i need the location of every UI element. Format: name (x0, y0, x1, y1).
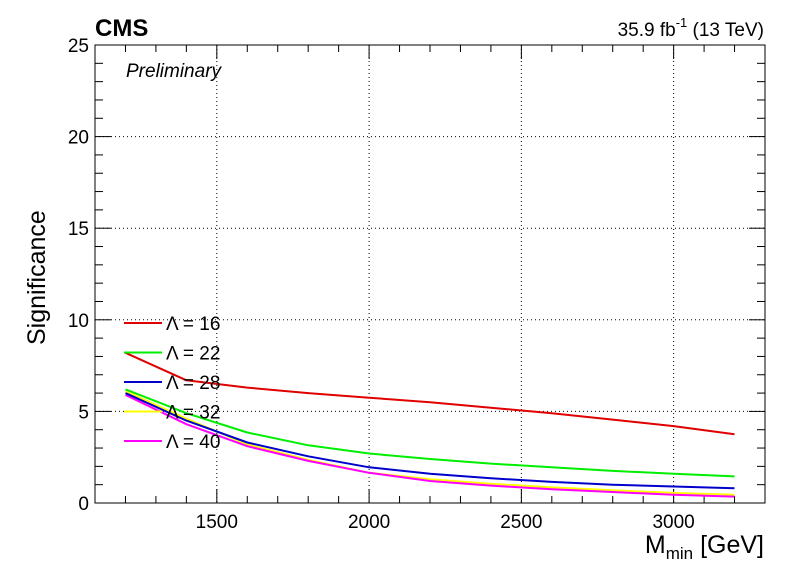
x-axis-title-unit: [GeV] (693, 531, 764, 559)
y-axis-title: Significance (23, 210, 51, 345)
grid (95, 45, 765, 503)
y-tick-label: 5 (78, 402, 89, 423)
luminosity-value: 35.9 fb (618, 20, 676, 41)
y-tick-label: 25 (68, 36, 89, 57)
x-axis-title-subscript: min (666, 544, 693, 563)
legend: Λ = 16 Λ = 22 Λ = 28 Λ = 32 Λ = 40 (124, 314, 220, 453)
series-line (125, 392, 735, 490)
legend-label: Λ = 22 (166, 344, 220, 365)
luminosity-superscript: -1 (676, 15, 688, 30)
x-tick-label: 1500 (196, 512, 238, 533)
y-tick-label: 15 (68, 219, 89, 240)
axis-ticks (95, 44, 765, 504)
x-tick-label: 3000 (652, 512, 694, 533)
x-tick-labels: 1500 2000 2500 3000 (196, 512, 695, 533)
x-axis-title-main: M (645, 531, 666, 559)
legend-label: Λ = 28 (166, 373, 220, 394)
energy-label: (13 TeV) (687, 20, 764, 41)
legend-label: Λ = 16 (166, 314, 220, 335)
series-line (125, 393, 735, 498)
plot-frame (94, 44, 766, 504)
x-tick-label: 2000 (348, 512, 390, 533)
y-tick-label: 20 (68, 128, 89, 149)
y-tick-label: 10 (68, 311, 89, 332)
x-tick-label: 2500 (500, 512, 542, 533)
status-label: Preliminary (126, 61, 223, 82)
experiment-label: CMS (95, 15, 148, 42)
series-line (125, 388, 735, 478)
luminosity-label: 35.9 fb-1 (13 TeV) (618, 15, 764, 41)
series-line (125, 351, 735, 436)
y-tick-labels: 0 5 10 15 20 25 (68, 36, 89, 515)
y-tick-label: 0 (78, 494, 89, 515)
legend-label: Λ = 40 (166, 432, 220, 453)
series-lines (125, 351, 735, 498)
x-axis-title: Mmin [GeV] (645, 531, 764, 563)
legend-label: Λ = 32 (166, 403, 220, 424)
